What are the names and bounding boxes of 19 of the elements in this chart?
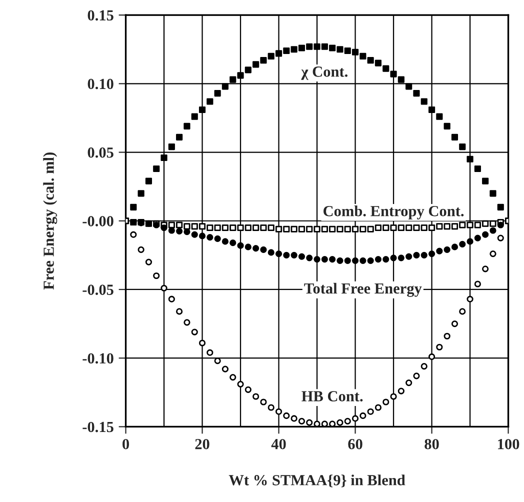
series-label: Comb. Entropy Cont.	[324, 206, 464, 220]
series-label: χ Cont.	[301, 66, 348, 80]
y-tick-label: 0.05	[88, 147, 114, 158]
y-tick-label: -0.05	[82, 284, 114, 296]
x-tick-label: 20	[195, 438, 210, 450]
y-tick-label: 0.15	[88, 10, 114, 21]
series-label: Total Free Energy	[304, 282, 422, 297]
y-tick-label: -0.10	[82, 353, 114, 364]
x-tick-label: 100	[498, 438, 520, 450]
x-tick-label: 60	[348, 438, 362, 450]
y-tick-label: 0.10	[88, 78, 114, 90]
y-tick-label: -0.00	[82, 216, 114, 226]
x-axis-title: Wt % STMAA{9} in Blend	[228, 474, 406, 488]
x-tick-label: 40	[271, 438, 286, 450]
x-tick-label: 80	[424, 438, 439, 450]
series-label: HB Cont.	[302, 391, 363, 402]
x-tick-label: 0	[122, 438, 129, 450]
y-tick-label: -0.15	[82, 422, 114, 432]
y-axis-title: Free Energy (cal. ml)	[43, 152, 58, 290]
